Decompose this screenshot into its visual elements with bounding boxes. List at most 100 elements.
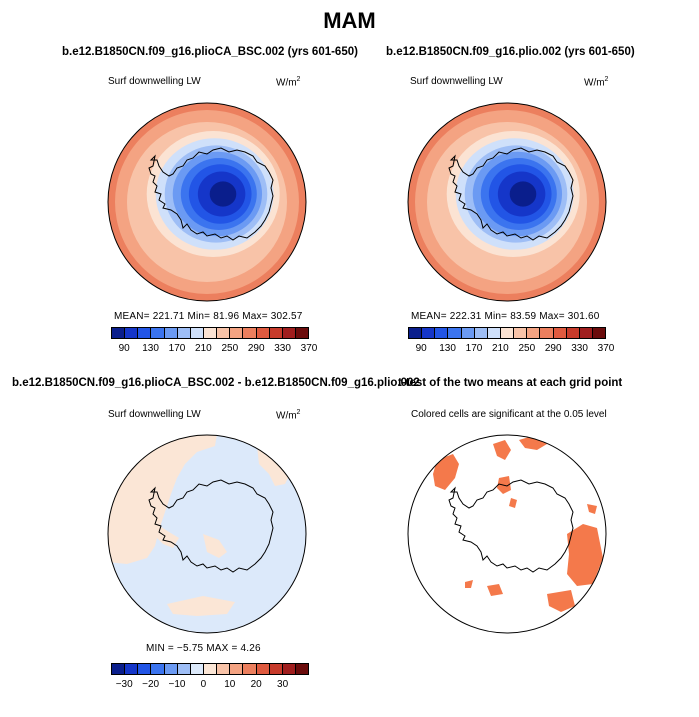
- colorbar-tick-label: 90: [415, 343, 427, 354]
- colorbar-tick-label: 10: [224, 679, 236, 690]
- units-label-bottom-left: W/m2: [276, 409, 301, 422]
- colorbar-swatch: [422, 328, 436, 338]
- colorbar-tick-label: 0: [200, 679, 207, 690]
- coastline: [448, 479, 574, 573]
- colorbar-tick-label: 250: [221, 343, 239, 354]
- panel-title-top-right: b.e12.B1850CN.f09_g16.plio.002 (yrs 601-…: [386, 46, 635, 58]
- colorbar-swatch: [282, 664, 296, 674]
- colorbar-swatch: [269, 328, 283, 338]
- colorbar-swatch: [164, 664, 178, 674]
- units-label-top-right: W/m2: [584, 76, 609, 89]
- map-outline: [107, 434, 307, 634]
- variable-label-top-left: Surf downwelling LW: [108, 76, 201, 87]
- colorbar-swatch: [487, 328, 501, 338]
- colorbar-swatch: [282, 328, 296, 338]
- colorbar-swatch: [540, 328, 554, 338]
- colorbar-swatch: [217, 664, 231, 674]
- colorbar-tick-label: 20: [250, 679, 262, 690]
- colorbar-swatch: [151, 664, 165, 674]
- colorbar-tick-label: 170: [465, 343, 483, 354]
- colorbar-swatch: [203, 664, 218, 674]
- colorbar-swatch: [243, 328, 257, 338]
- colorbar-swatch: [112, 664, 126, 674]
- colorbar-tick-label: 370: [300, 343, 318, 354]
- positive-diff-patch: [203, 534, 227, 558]
- colorbar-swatch: [514, 328, 528, 338]
- colorbar-swatch: [269, 664, 283, 674]
- colorbar-top-right: [408, 327, 606, 339]
- colorbar-swatch: [138, 664, 152, 674]
- colorbar-swatch: [435, 328, 449, 338]
- colorbar-swatch: [112, 328, 126, 338]
- colorbar-swatch: [190, 664, 204, 674]
- colorbar-tick-label: 330: [571, 343, 588, 354]
- coastline: [148, 147, 274, 241]
- colorbar-swatch: [164, 328, 178, 338]
- significant-cells: [433, 454, 459, 490]
- colorbar-tick-label: −10: [168, 679, 186, 690]
- positive-diff-patch: [167, 596, 235, 616]
- panel-title-bottom-right: t-test of the two means at each grid poi…: [398, 377, 623, 389]
- significant-cells: [509, 498, 517, 508]
- map-bottom-left: [107, 434, 307, 634]
- colorbar-tick-label: 130: [142, 343, 159, 354]
- colorbar-swatch: [566, 328, 580, 338]
- colorbar-tick-label: 90: [118, 343, 130, 354]
- colorbar-swatch: [527, 328, 541, 338]
- variable-label-bottom-left: Surf downwelling LW: [108, 409, 201, 420]
- colorbar-swatch: [295, 664, 309, 674]
- colorbar-swatch: [500, 328, 515, 338]
- colorbar-tick-label: 330: [274, 343, 291, 354]
- colorbar-tick-label: 250: [518, 343, 536, 354]
- colorbar-tick-label: −20: [142, 679, 160, 690]
- colorbar-swatch: [474, 328, 488, 338]
- colorbar-swatch: [138, 328, 152, 338]
- colorbar-tick-label: 130: [439, 343, 456, 354]
- colorbar-swatch: [256, 328, 270, 338]
- colorbar-ticks-bottom-left: −30 −20 −10 0 10 20 30: [111, 679, 309, 691]
- colorbar-ticks-top-left: 90 130 170 210 250 290 330 370: [111, 343, 318, 355]
- significant-cells: [493, 440, 511, 460]
- colorbar-tick-label: 30: [277, 679, 289, 690]
- colorbar-swatch: [177, 664, 191, 674]
- colorbar-tick-label: 170: [168, 343, 186, 354]
- colorbar-swatch: [579, 328, 593, 338]
- coastline: [448, 147, 574, 241]
- colorbar-swatch: [151, 328, 165, 338]
- contour-band: [509, 181, 537, 207]
- units-label-top-left: W/m2: [276, 76, 301, 89]
- map-outline: [407, 102, 607, 302]
- stats-bottom-left: MIN = −5.75 MAX = 4.26: [146, 643, 261, 654]
- colorbar-swatch: [409, 328, 423, 338]
- stats-top-right: MEAN= 222.31 Min= 83.59 Max= 301.60: [411, 311, 600, 322]
- colorbar-swatch: [190, 328, 204, 338]
- colorbar-tick-label: 370: [597, 343, 615, 354]
- colorbar-swatch: [243, 664, 257, 674]
- page-title: MAM: [323, 8, 376, 33]
- colorbar-tick-label: 210: [195, 343, 212, 354]
- colorbar-bottom-left: [111, 663, 309, 675]
- colorbar-swatch: [125, 664, 139, 674]
- map-bottom-right: [407, 434, 607, 634]
- stats-top-left: MEAN= 221.71 Min= 81.96 Max= 302.57: [114, 311, 303, 322]
- colorbar-swatch: [230, 328, 244, 338]
- colorbar-tick-label: 290: [544, 343, 562, 354]
- map-outline: [407, 434, 607, 634]
- significance-caption: Colored cells are significant at the 0.0…: [411, 409, 607, 420]
- colorbar-top-left: [111, 327, 309, 339]
- panel-title-bottom-left: b.e12.B1850CN.f09_g16.plioCA_BSC.002 - b…: [12, 377, 420, 389]
- coastline: [148, 479, 274, 573]
- colorbar-tick-label: 290: [247, 343, 265, 354]
- variable-label-top-right: Surf downwelling LW: [410, 76, 503, 87]
- colorbar-swatch: [217, 328, 231, 338]
- positive-diff-patch: [147, 518, 179, 548]
- positive-diff-patch: [257, 446, 293, 486]
- colorbar-swatch: [203, 328, 218, 338]
- colorbar-swatch: [461, 328, 475, 338]
- colorbar-swatch: [177, 328, 191, 338]
- colorbar-tick-label: −30: [115, 679, 133, 690]
- map-top-right: [407, 102, 607, 302]
- colorbar-ticks-top-right: 90 130 170 210 250 290 330 370: [408, 343, 615, 355]
- colorbar-swatch: [125, 328, 139, 338]
- significant-cells: [547, 590, 575, 612]
